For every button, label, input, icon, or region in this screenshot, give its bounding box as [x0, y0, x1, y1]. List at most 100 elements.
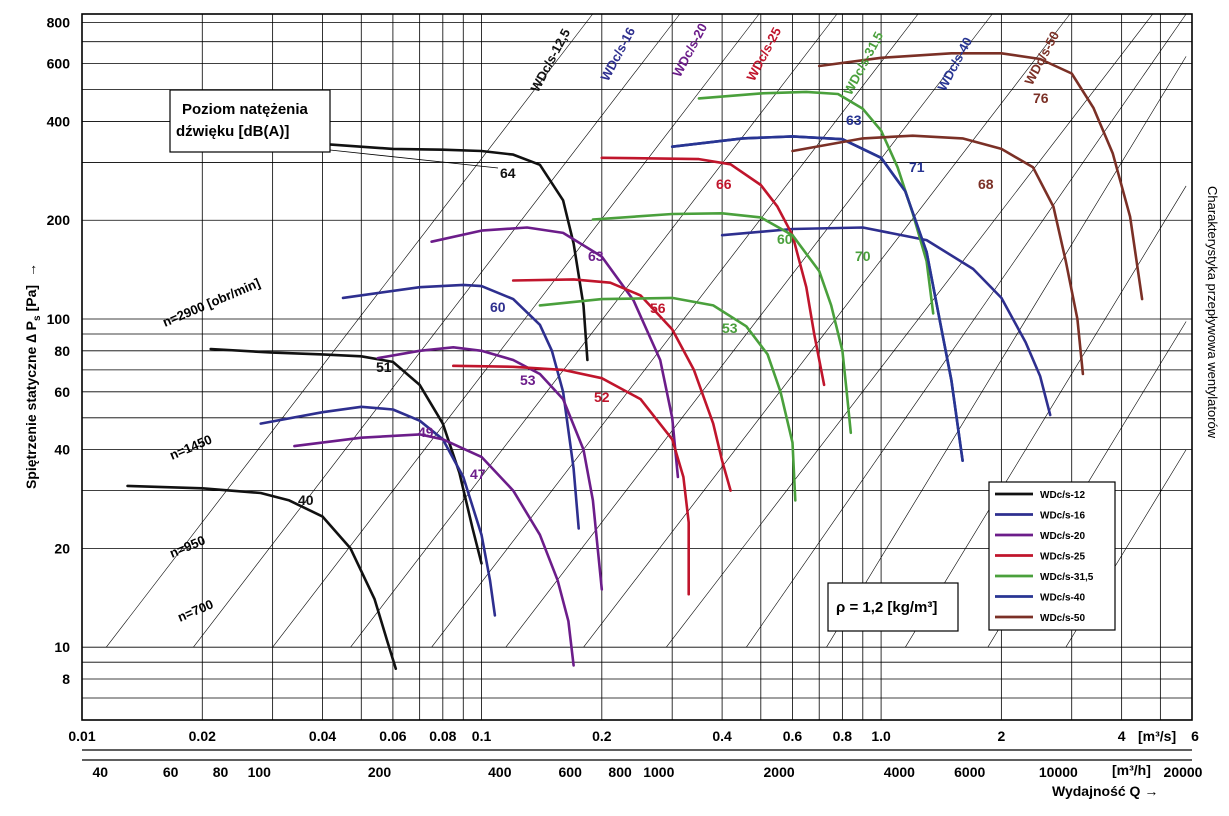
x-unit-m3h: [m³/h] [1112, 762, 1151, 778]
x-tick-label-m3s: 6 [1191, 728, 1199, 744]
y-tick-label: 40 [54, 442, 70, 458]
system-line [350, 13, 838, 648]
model-label: WDc/s-25 [743, 25, 784, 84]
y-tick-label: 20 [54, 540, 70, 556]
x-tick-label-m3h: 10000 [1039, 764, 1078, 780]
model-label: WDc/s-16 [597, 25, 638, 84]
sound-level-label: 52 [594, 389, 610, 405]
system-line [905, 185, 1187, 648]
sound-level-line-2: dźwięku [dB(A)] [176, 123, 289, 140]
fan-curve-wdc-s-20 [376, 346, 604, 591]
x-tick-label-m3h: 40 [92, 764, 108, 780]
y-tick-label: 400 [47, 113, 71, 129]
x-tick-label-m3h: 800 [608, 764, 632, 780]
x-tick-label-m3h: 200 [368, 764, 392, 780]
sound-level-label: 76 [1033, 90, 1049, 106]
sound-level-line-1: Poziom natężenia [182, 101, 309, 118]
x-tick-label-m3h: 6000 [954, 764, 985, 780]
x-tick-label-m3s: 0.6 [783, 728, 803, 744]
sound-level-label: 64 [500, 165, 516, 181]
system-line [826, 56, 1187, 648]
sound-level-label: 47 [470, 466, 486, 482]
model-label: WDc/s-12,5 [527, 26, 573, 94]
speed-label: n=1450 [167, 432, 214, 463]
side-title: Charakterystyka przepływowa wentylatorów [1205, 186, 1220, 439]
fan-curve-wdc-s-12 [329, 143, 589, 362]
leader-line [329, 149, 499, 169]
legend-entry: WDc/s-40 [1040, 593, 1085, 604]
fan-curves [126, 52, 1144, 670]
legend-entry: WDc/s-20 [1040, 531, 1085, 542]
system-line [272, 13, 760, 648]
sound-level-label: 40 [298, 492, 314, 508]
sound-level-label: 60 [490, 299, 506, 315]
sound-level-label: 70 [855, 248, 871, 264]
x-tick-label-m3s: 0.1 [472, 728, 492, 744]
fan-curve-wdc-s-40 [670, 135, 964, 462]
fan-curve-wdc-s-16 [720, 226, 1052, 417]
fan-curve-wdc-s-31-5 [697, 90, 935, 315]
fan-curve-wdc-s-25 [600, 156, 826, 387]
speed-label: n=700 [175, 596, 215, 624]
sound-level-label: 51 [376, 359, 392, 375]
y-tick-label: 60 [54, 384, 70, 400]
fan-curve-wdc-s-12 [126, 484, 398, 670]
y-tick-label: 200 [47, 212, 71, 228]
legend: WDc/s-12 WDc/s-16 WDc/s-20 WDc/s-25 WDc/s-31… [988, 481, 1116, 631]
y-axis-title-sub: s [32, 315, 43, 321]
system-line [746, 13, 1187, 648]
sound-level-label: 60 [777, 231, 793, 247]
density-box-frame [827, 582, 959, 632]
y-tick-label: 100 [47, 311, 71, 327]
x-tick-label-m3s: 0.06 [379, 728, 406, 744]
x-tick-label-m3s: 0.8 [833, 728, 853, 744]
x-tick-label-m3s: 2 [997, 728, 1005, 744]
sound-level-box: Poziom natężenia dźwięku [dB(A)] [169, 89, 331, 153]
fan-curve-wdc-s-50 [791, 134, 1085, 376]
x-tick-label-m3h: 60 [163, 764, 179, 780]
x-tick-label-m3h: 100 [248, 764, 272, 780]
x-tick-label-m3h: 20000 [1164, 764, 1203, 780]
system-line [583, 13, 1071, 648]
system-line [193, 13, 681, 648]
system-line [666, 13, 1153, 648]
fan-curve-wdc-s-25 [511, 278, 732, 492]
legend-entry: WDc/s-25 [1040, 552, 1085, 563]
plot-frame [81, 13, 1193, 721]
model-label: WDc/s-40 [934, 35, 975, 94]
y-tick-labels: 8 10 20 40 60 80 100 200 400 600 800 [47, 15, 71, 687]
y-axis-title: Spiętrzenie statyczne ∆ Ps [Pa] → [23, 263, 43, 489]
legend-entry: WDc/s-12 [1040, 490, 1085, 501]
x-tick-label-m3s: 0.2 [592, 728, 612, 744]
fan-curve-wdc-s-31-5 [591, 212, 853, 435]
x-tick-labels-m3s: 0.01 0.02 0.04 0.06 0.08 0.1 0.2 0.4 0.6 0.8 1.0 2 4… [68, 728, 1199, 744]
x-tick-label-m3s: 1.0 [871, 728, 891, 744]
fan-curve-wdc-s-12 [209, 347, 483, 565]
x-tick-label-m3h: 4000 [884, 764, 915, 780]
x-tick-label-m3h: 1000 [643, 764, 674, 780]
model-label: WDc/s-20 [669, 21, 710, 80]
sound-level-label: 66 [716, 176, 732, 192]
y-axis-title-unit: [Pa] [23, 285, 39, 311]
sound-level-box-frame [169, 89, 331, 153]
x-tick-label-m3s: 0.4 [712, 728, 732, 744]
x-tick-label-m3h: 80 [213, 764, 229, 780]
fan-curve-wdc-s-16 [259, 405, 497, 617]
fan-curve-wdc-s-31-5 [538, 296, 797, 502]
x-unit-m3s: [m³/s] [1138, 728, 1176, 744]
legend-entry: WDc/s-31,5 [1040, 572, 1094, 583]
y-tick-label: 8 [62, 671, 70, 687]
x-axis-title: Wydajność Q → [1052, 783, 1158, 799]
speed-label: n=2900 [obr/min] [160, 275, 262, 330]
fan-curve-wdc-s-20 [430, 226, 680, 479]
legend-entry: WDc/s-50 [1040, 613, 1085, 624]
fan-curve-wdc-s-16 [341, 283, 580, 530]
fan-curve-wdc-s-50 [817, 52, 1144, 301]
sound-level-label: 63 [588, 248, 604, 264]
density-box: ρ = 1,2 [kg/m³] [827, 582, 959, 632]
system-line [106, 13, 593, 648]
x-tick-label-m3h: 400 [488, 764, 512, 780]
x-tick-label-m3h: 2000 [764, 764, 795, 780]
speed-label: n=950 [167, 532, 207, 560]
